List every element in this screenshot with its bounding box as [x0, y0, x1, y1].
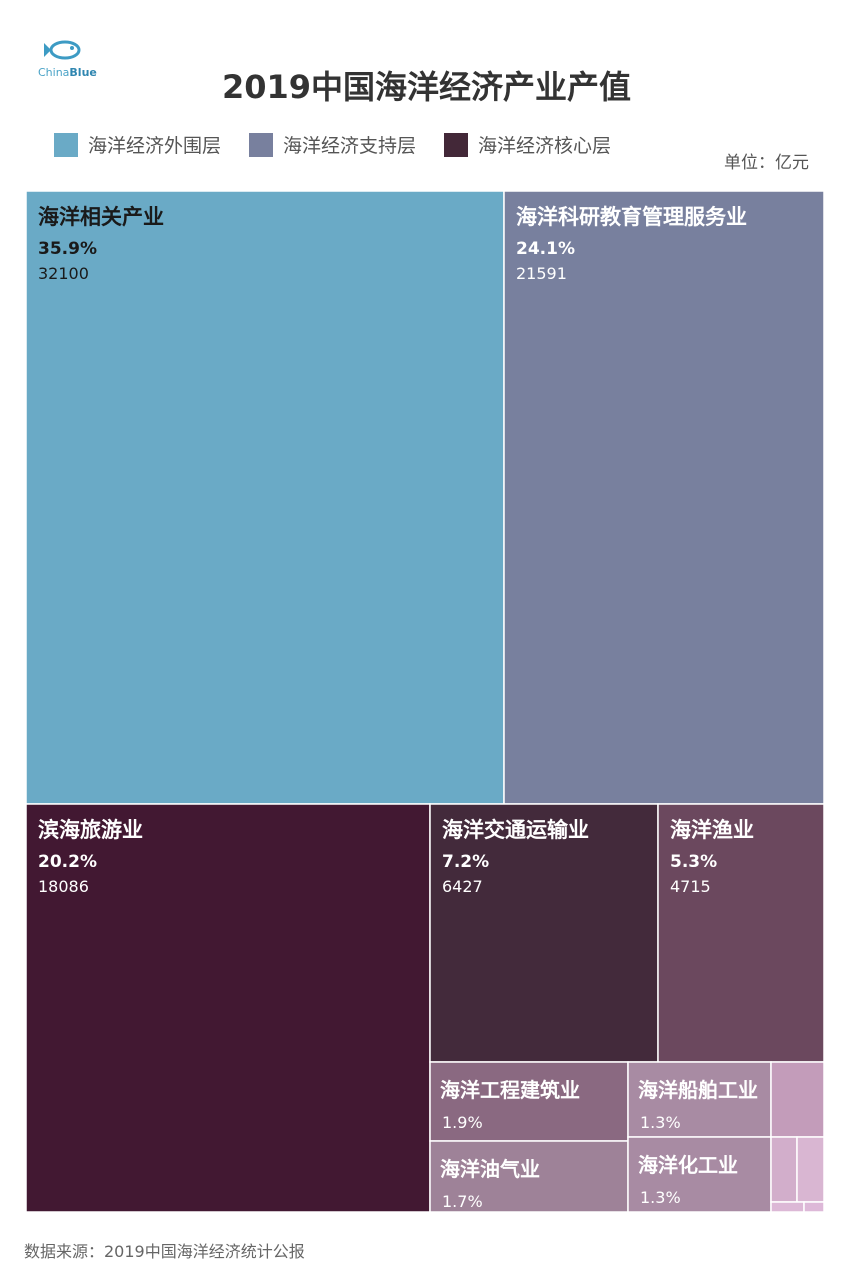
logo-fish-icon	[44, 40, 81, 60]
cell-name-label: 滨海旅游业	[38, 818, 143, 842]
legend-item-outer: 海洋经济外围层	[54, 131, 221, 158]
treemap-cell	[770, 1136, 798, 1203]
cell-name-label: 海洋化工业	[638, 1153, 738, 1177]
cell-percent-label: 7.2%	[442, 852, 489, 872]
treemap-cell	[627, 1061, 772, 1138]
cell-percent-label: 20.2%	[38, 852, 97, 872]
treemap-cell	[796, 1136, 825, 1203]
legend-swatch	[444, 132, 469, 157]
legend-item-core: 海洋经济核心层	[444, 131, 611, 158]
treemap-cell	[770, 1061, 825, 1138]
cell-name-label: 海洋船舶工业	[638, 1078, 758, 1102]
cell-name-label: 海洋交通运输业	[442, 818, 589, 842]
unit-label: 单位：亿元	[724, 153, 809, 173]
cell-name-label: 海洋渔业	[670, 818, 754, 842]
cell-percent-label: 24.1%	[516, 239, 575, 259]
legend-swatch	[249, 132, 274, 157]
cell-name-label: 海洋科研教育管理服务业	[516, 205, 747, 229]
treemap-cell	[25, 803, 431, 1213]
cell-percent-label: 1.9%	[442, 1113, 483, 1132]
legend-label: 海洋经济外围层	[88, 135, 222, 157]
cell-name-label: 海洋相关产业	[38, 205, 164, 229]
cell-value-label: 18086	[38, 877, 89, 896]
cell-percent-label: 5.3%	[670, 852, 717, 872]
treemap-cell	[770, 1201, 805, 1213]
treemap-cell	[803, 1201, 825, 1213]
treemap-cell	[657, 803, 825, 1063]
legend-swatch	[54, 132, 78, 157]
treemap-cell	[429, 803, 659, 1063]
cell-value-label: 32100	[38, 264, 89, 283]
cell-value-label: 6427	[442, 877, 483, 896]
cell-name-label: 海洋工程建筑业	[440, 1078, 580, 1102]
legend-item-support: 海洋经济支持层	[249, 131, 416, 158]
cell-percent-label: 35.9%	[38, 239, 97, 259]
cell-value-label: 4715	[670, 877, 711, 896]
treemap-cell	[25, 190, 505, 805]
cell-value-label: 21591	[516, 264, 567, 283]
treemap-cell	[503, 190, 825, 805]
chart-title: 2019中国海洋经济产业产值	[221, 68, 632, 106]
treemap-chart: 海洋相关产业 35.9% 32100 海洋科研教育管理服务业 24.1% 21591 滨海旅…	[25, 190, 825, 1213]
legend: 海洋经济外围层 海洋经济支持层 海洋经济核心层	[54, 131, 639, 158]
cell-name-label: 海洋油气业	[440, 1157, 540, 1181]
source-note: 数据来源：2019中国海洋经济统计公报	[24, 1242, 305, 1261]
cell-percent-label: 1.3%	[640, 1188, 681, 1207]
treemap-cell	[627, 1136, 772, 1213]
logo-text: ChinaBlue	[38, 66, 97, 79]
cell-percent-label: 1.3%	[640, 1113, 681, 1132]
cell-percent-label: 1.7%	[442, 1192, 483, 1211]
legend-label: 海洋经济支持层	[283, 135, 417, 157]
legend-label: 海洋经济核心层	[478, 135, 612, 157]
